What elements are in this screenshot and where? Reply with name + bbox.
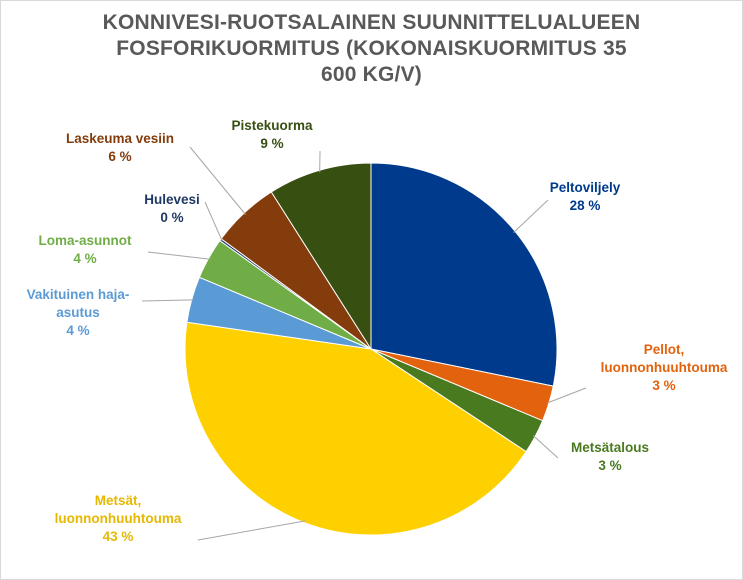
chart-title-line-3: 600 KG/V): [320, 63, 422, 86]
data-label-value: 43 %: [103, 529, 134, 544]
data-label: Hulevesi 0 %: [144, 192, 200, 225]
data-label-value: 6 %: [108, 149, 131, 164]
data-label-value: 0 %: [160, 210, 183, 225]
data-label: Metsät, luonnonhuuhtouma 43 %: [55, 493, 182, 544]
data-label-category: Peltoviljely: [550, 180, 621, 195]
data-label-value: 3 %: [652, 378, 675, 393]
data-label-category: asutus: [56, 305, 100, 320]
leader-lines: [141, 146, 587, 541]
data-label: Metsätalous 3 %: [571, 440, 649, 473]
data-label-category: Hulevesi: [144, 192, 200, 207]
data-label: Laskeuma vesiin 6 %: [66, 131, 174, 164]
pie-slice: [270, 162, 372, 351]
data-label-category: luonnonhuuhtouma: [55, 511, 182, 526]
data-label: Loma-asunnot 4 %: [39, 233, 133, 266]
data-label-value: 4 %: [73, 251, 96, 266]
data-label-category: Pellot,: [644, 342, 685, 357]
leader-line: [147, 251, 211, 260]
data-label: Peltoviljely 28 %: [550, 180, 621, 213]
data-labels: Peltoviljely 28 % Pellot, luonnonhuuhtouma 3…: [27, 118, 728, 544]
data-label-value: 4 %: [66, 323, 89, 338]
data-label-value: 9 %: [260, 136, 283, 151]
data-label-category: luonnonhuuhtouma: [601, 360, 728, 375]
leader-line: [532, 435, 559, 459]
pie-slice: [370, 162, 558, 387]
data-label-category: Loma-asunnot: [39, 233, 133, 248]
data-label: Vakituinen haja-asutus 4 %: [27, 287, 130, 338]
leader-line: [141, 299, 194, 302]
pie-slices: [184, 162, 558, 536]
pie-slice: [184, 321, 527, 536]
data-label-category: Pistekuorma: [231, 118, 313, 133]
leader-line: [513, 199, 549, 233]
data-label: Pistekuorma 9 %: [231, 118, 313, 151]
data-label-category: Metsät,: [95, 493, 142, 508]
leader-line: [189, 146, 246, 215]
chart-title: KONNIVESI-RUOTSALAINEN SUUNNITTELUALUEEN…: [0, 10, 743, 88]
leader-line: [204, 201, 223, 242]
chart-title-line-2: FOSFORIKUORMITUS (KOKONAISKUORMITUS 35: [116, 37, 627, 60]
data-label-category: Vakituinen haja-: [27, 287, 130, 302]
data-label-category: Laskeuma vesiin: [66, 131, 174, 146]
leader-line: [546, 387, 587, 404]
chart-title-line-1: KONNIVESI-RUOTSALAINEN SUUNNITTELUALUEEN: [102, 11, 641, 34]
data-label: Pellot, luonnonhuuhtouma 3 %: [601, 342, 728, 393]
data-label-category: Metsätalous: [571, 440, 649, 455]
leader-line: [197, 520, 306, 541]
data-label-value: 3 %: [598, 458, 621, 473]
data-label-value: 28 %: [570, 198, 601, 213]
